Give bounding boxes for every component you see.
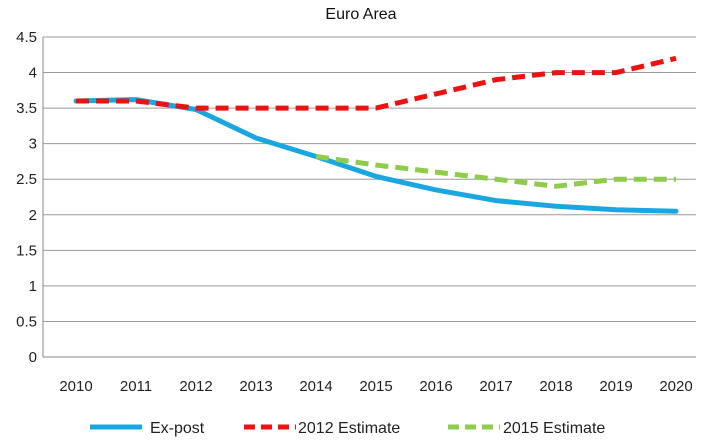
series-lines	[73, 55, 679, 214]
grid-lines	[43, 36, 696, 322]
x-tick-label: 2016	[419, 378, 452, 395]
x-tick-label: 2020	[659, 378, 692, 395]
y-tick-label: 3	[29, 136, 37, 153]
y-tick-label: 4.5	[16, 29, 37, 46]
x-tick-label: 2012	[179, 378, 212, 395]
x-axis-ticks: 2010 2011 2012 2013 2014 2015 2016 2017 2018 2019…	[59, 378, 692, 395]
y-tick-label: 2.5	[16, 171, 37, 188]
legend-label: 2015 Estimate	[503, 420, 605, 437]
legend-label: 2012 Estimate	[298, 420, 400, 437]
axes	[42, 37, 696, 358]
y-axis-ticks: 0 0.5 1 1.5 2 2.5 3 3.5 4 4.5	[16, 29, 37, 366]
y-tick-label: 1.5	[16, 242, 37, 259]
x-tick-label: 2017	[479, 378, 512, 395]
x-tick-label: 2011	[120, 378, 152, 395]
x-tick-label: 2019	[599, 378, 632, 395]
y-tick-label: 4	[29, 65, 37, 82]
x-tick-label: 2018	[539, 378, 572, 395]
x-tick-label: 2014	[299, 378, 332, 395]
legend: Ex-post 2012 Estimate 2015 Estimate	[90, 420, 605, 437]
y-tick-label: 1	[29, 278, 37, 295]
y-tick-label: 3.5	[16, 100, 37, 117]
x-tick-label: 2010	[59, 378, 92, 395]
series-line-2012-estimate	[76, 55, 677, 111]
x-tick-label: 2013	[239, 378, 272, 395]
series-line-2015-estimate	[315, 154, 676, 189]
y-tick-label: 0	[29, 349, 37, 366]
series-line-ex-post	[73, 97, 679, 214]
x-tick-label: 2015	[359, 378, 392, 395]
chart-title: Euro Area	[325, 6, 396, 23]
y-tick-label: 2	[29, 207, 37, 224]
legend-label: Ex-post	[150, 420, 205, 437]
y-tick-label: 0.5	[16, 313, 37, 330]
